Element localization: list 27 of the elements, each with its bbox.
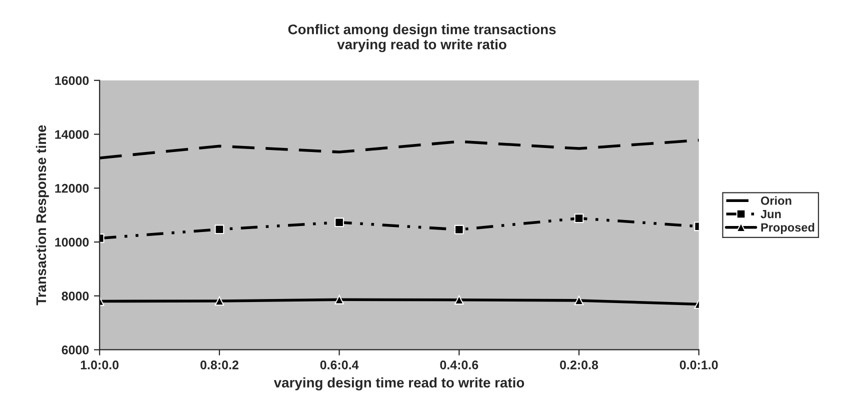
legend-label: Jun (760, 210, 781, 218)
point (574, 296, 584, 306)
x-tick-label: 0.0:1.0 (680, 360, 718, 370)
y-tick-label: 16000 (55, 76, 89, 86)
x-tick-label: 0.2:0.8 (560, 360, 598, 370)
legend-label: Orion (760, 196, 792, 205)
point (214, 224, 224, 234)
y-tick-label: 10000 (55, 238, 89, 247)
x-axis-title: varying design time read to write ratio (274, 377, 524, 390)
x-tick-label: 0.4:0.6 (440, 360, 478, 370)
legend-label: Proposed (761, 222, 814, 234)
y-axis-title: Transaction Response time (36, 125, 49, 306)
point (454, 224, 464, 234)
x-tick-label: 1.0:0.0 (80, 360, 119, 370)
x-tick-label: 0.6:0.4 (320, 360, 359, 370)
x-tick-label: 0.8:0.2 (200, 360, 238, 370)
point (214, 296, 224, 306)
point (334, 294, 344, 304)
point (454, 295, 464, 305)
point (334, 218, 344, 228)
point (574, 214, 584, 223)
line-series (100, 138, 699, 160)
y-tick-label: 8000 (62, 292, 89, 301)
y-tick-label: 6000 (62, 346, 89, 354)
y-tick-label: 14000 (55, 130, 89, 139)
y-tick-label: 12000 (55, 184, 89, 193)
chart-title: Conflict among design time transactions varying read to write ratio (288, 24, 556, 52)
